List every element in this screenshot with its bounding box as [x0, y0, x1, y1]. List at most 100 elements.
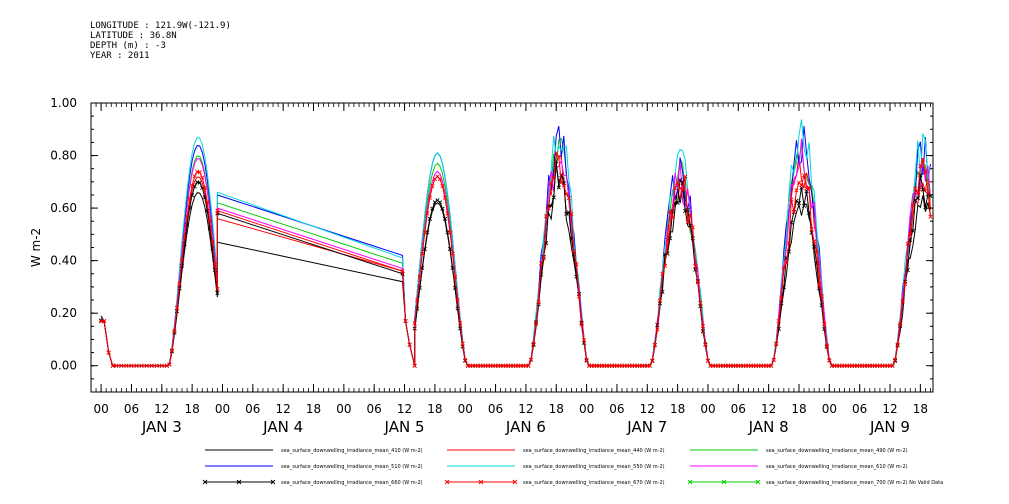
series-marker-7	[647, 363, 652, 368]
axes-layer: 0.00 0.20 0.40 0.60 0.80 1.00 W m-2 00 06 12 18 00 0…	[29, 96, 934, 436]
series-marker-7	[536, 300, 541, 305]
series-marker-7	[440, 184, 445, 189]
x-tick-label: 18	[427, 402, 442, 416]
series-marker-7	[799, 183, 804, 188]
legend-entry-label: sea_surface_downwelling_irradiance_mean_…	[281, 448, 423, 454]
x-tick-label: 06	[731, 402, 746, 416]
series-layer	[98, 119, 933, 368]
x-tick-label: 12	[518, 402, 533, 416]
x-tick-label: 12	[154, 402, 169, 416]
series-marker-7	[771, 357, 776, 363]
series-marker-7	[139, 363, 144, 368]
series-marker-7	[928, 214, 933, 219]
series-marker-7	[693, 264, 698, 269]
series-marker-7	[149, 363, 154, 368]
series-marker-7	[584, 357, 589, 362]
year-label: YEAR : 2011	[90, 51, 150, 61]
legend-marker	[687, 479, 693, 485]
series-marker-7	[177, 281, 182, 287]
series-marker-7	[819, 293, 824, 299]
legend-entry-label: sea_surface_downwelling_irradiance_mean_…	[766, 464, 908, 470]
series-marker-7	[903, 281, 908, 287]
series-marker-7	[442, 195, 448, 200]
day-label: JAN 9	[869, 418, 910, 436]
legend: sea_surface_downwelling_irradiance_mean_…	[202, 448, 943, 486]
series-marker-6	[564, 211, 569, 216]
series-marker-7	[531, 341, 536, 346]
series-marker-6	[427, 216, 432, 221]
series-marker-7	[200, 175, 205, 180]
series-marker-7	[455, 298, 460, 303]
legend-entry-label: sea_surface_downwelling_irradiance_mean_…	[766, 480, 943, 486]
series-marker-7	[102, 318, 107, 324]
series-marker-7	[923, 169, 928, 175]
y-tick-label: 0.80	[50, 149, 77, 163]
day-label: JAN 4	[262, 418, 303, 436]
series-marker-7	[415, 298, 420, 303]
legend-marker	[270, 479, 276, 485]
series-marker-7	[571, 249, 577, 254]
series-marker-7	[207, 218, 212, 223]
series-marker-7	[445, 211, 450, 216]
series-marker-7	[533, 321, 539, 326]
series-marker-6	[422, 246, 427, 252]
series-marker-7	[908, 231, 913, 237]
series-marker-7	[202, 185, 207, 190]
x-tick-label: 18	[670, 402, 685, 416]
series-marker-7	[678, 186, 683, 191]
legend-entry-label: sea_surface_downwelling_irradiance_mean_…	[523, 448, 665, 454]
y-tick-label: 0.40	[50, 254, 77, 268]
series-marker-7	[129, 363, 134, 368]
series-marker-6	[920, 187, 926, 192]
x-tick-label: 00	[822, 402, 837, 416]
series-marker-7	[190, 183, 195, 188]
series-marker-7	[913, 186, 918, 191]
legend-marker	[236, 479, 242, 485]
day-label: JAN 3	[141, 418, 182, 436]
series-marker-7	[154, 363, 159, 368]
series-marker-7	[652, 342, 657, 348]
series-marker-7	[824, 343, 829, 348]
series-marker-7	[179, 257, 185, 263]
x-tick-label: 00	[93, 402, 108, 416]
legend-marker	[755, 479, 761, 485]
series-marker-7	[705, 358, 711, 364]
x-tick-label: 06	[245, 402, 260, 416]
legend-entry-label: sea_surface_downwelling_irradiance_mean_…	[523, 480, 665, 486]
series-marker-7	[814, 249, 819, 255]
series-marker-7	[910, 203, 915, 208]
series-marker-7	[781, 266, 786, 271]
series-marker-7	[192, 174, 197, 179]
x-tick-label: 00	[579, 402, 594, 416]
metadata-block: LONGITUDE : 121.9W(-121.9) LATITUDE : 36…	[90, 21, 231, 61]
series-marker-7	[806, 185, 812, 190]
legend-entry-label: sea_surface_downwelling_irradiance_mean_…	[766, 448, 908, 454]
series-marker-6	[440, 206, 445, 211]
series-marker-7	[452, 274, 458, 279]
series-marker-7	[660, 271, 665, 277]
series-marker-7	[579, 322, 584, 327]
legend-marker	[202, 479, 208, 485]
series-marker-7	[215, 208, 220, 213]
series-marker-7	[779, 296, 784, 301]
series-marker-6	[442, 216, 448, 221]
series-marker-7	[812, 239, 817, 244]
x-tick-label: 06	[367, 402, 382, 416]
series-marker-7	[174, 305, 180, 311]
latitude-label: LATITUDE : 36.8N	[90, 31, 177, 41]
series-marker-7	[450, 251, 455, 256]
series-marker-7	[920, 157, 926, 163]
series-marker-7	[110, 363, 115, 368]
x-tick-label: 00	[700, 402, 715, 416]
series-marker-7	[576, 294, 582, 299]
x-tick-label: 12	[640, 402, 655, 416]
series-marker-6	[796, 200, 802, 206]
series-marker-7	[683, 174, 688, 179]
x-tick-label: 18	[306, 402, 321, 416]
x-tick-label: 18	[185, 402, 200, 416]
series-marker-6	[197, 180, 202, 185]
series-marker-7	[918, 163, 923, 169]
series-marker-7	[546, 206, 551, 211]
series-marker-7	[184, 214, 190, 219]
series-marker-6	[430, 206, 435, 211]
